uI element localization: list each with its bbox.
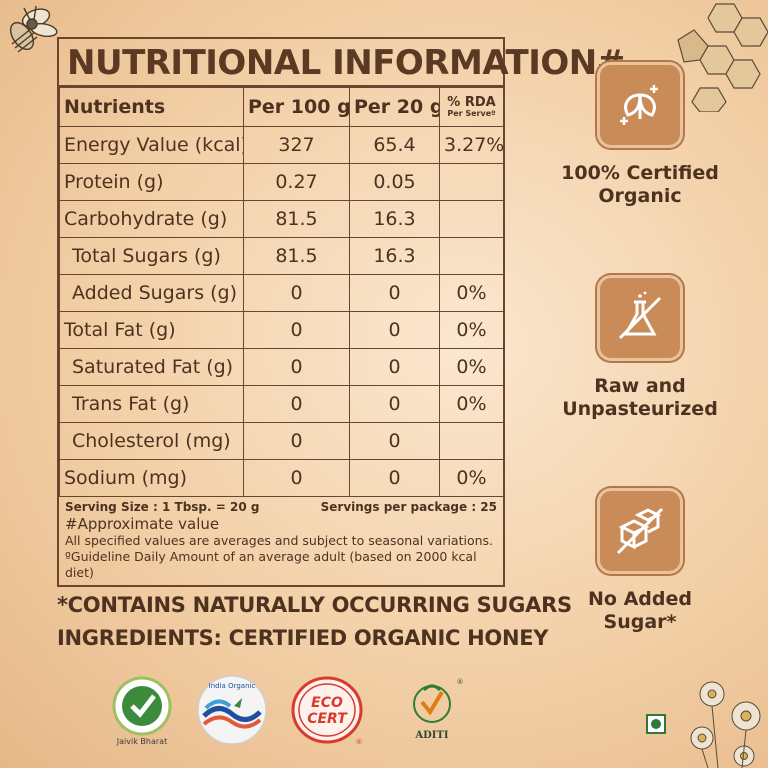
feature-organic: 100% Certified Organic (560, 62, 720, 208)
ecocert-logo: ECO CERT ® (291, 676, 363, 746)
feature-no-sugar-label: No Added Sugar* (588, 588, 692, 633)
nutrition-row: Sodium (mg) 0 0 0% (59, 459, 504, 497)
value-per-100g: 0.27 (243, 163, 350, 201)
value-rda: 0% (439, 385, 504, 423)
value-per-20g: 0 (349, 348, 440, 386)
nutrition-row: Trans Fat (g) 0 0 0% (59, 385, 504, 423)
header-rda: % RDA Per Serveº (439, 87, 504, 127)
value-rda (439, 422, 504, 460)
value-per-20g: 0 (349, 311, 440, 349)
value-per-100g: 81.5 (243, 200, 350, 238)
svg-text:®: ® (457, 678, 464, 686)
nutrition-title: NUTRITIONAL INFORMATION# (59, 39, 625, 87)
value-per-100g: 0 (243, 385, 350, 423)
value-per-100g: 0 (243, 348, 350, 386)
value-rda (439, 237, 504, 275)
honeycomb-illustration-icon (677, 3, 768, 112)
bee-illustration-icon (9, 5, 58, 53)
nutrient-name: Total Sugars (g) (59, 237, 244, 275)
feature-raw: Raw and Unpasteurized (560, 275, 720, 421)
value-per-20g: 0.05 (349, 163, 440, 201)
nutrition-row: Saturated Fat (g) 0 0 0% (59, 348, 504, 386)
value-per-20g: 16.3 (349, 200, 440, 238)
organic-leaf-icon (597, 62, 683, 148)
nutrient-name: Added Sugars (g) (59, 274, 244, 312)
nutrition-row: Cholesterol (mg) 0 0 (59, 422, 504, 460)
value-rda (439, 163, 504, 201)
header-per-20g: Per 20 g (349, 87, 440, 127)
jaivik-bharat-logo: Jaivik Bharat (112, 676, 172, 746)
approx-note: #Approximate value (65, 515, 220, 533)
nutrition-table: Nutrients Per 100 g Per 20 g % RDA Per S… (59, 87, 504, 497)
serving-info: Serving Size : 1 Tbsp. = 20 g Servings p… (65, 499, 497, 515)
value-per-100g: 0 (243, 274, 350, 312)
india-organic-logo: India Organic (197, 675, 267, 745)
nutrient-name: Total Fat (g) (59, 311, 244, 349)
averages-note: All specified values are averages and su… (65, 533, 494, 548)
svg-text:ECO: ECO (311, 695, 343, 711)
nutrient-name: Protein (g) (59, 163, 244, 201)
value-rda: 0% (439, 311, 504, 349)
feature-no-sugar: No Added Sugar* (560, 488, 720, 634)
value-per-100g: 327 (243, 126, 350, 164)
header-per-100g: Per 100 g (243, 87, 350, 127)
value-per-100g: 0 (243, 459, 350, 497)
aditi-logo: ADITI ® (413, 678, 464, 741)
value-rda: 0% (439, 459, 504, 497)
gda-note: ºGuideline Daily Amount of an average ad… (65, 549, 477, 580)
value-rda (439, 200, 504, 238)
nutrient-name: Energy Value (kcal) (59, 126, 244, 164)
nutrition-panel: NUTRITIONAL INFORMATION# Nutrients Per 1… (57, 37, 625, 587)
svg-text:ADITI: ADITI (414, 730, 449, 741)
value-per-20g: 0 (349, 459, 440, 497)
value-per-100g: 0 (243, 311, 350, 349)
value-per-20g: 0 (349, 385, 440, 423)
chamomile-flowers-illustration-icon (690, 681, 761, 768)
nutrition-footnotes: Serving Size : 1 Tbsp. = 20 g Servings p… (59, 497, 503, 585)
nutrient-name: Trans Fat (g) (59, 385, 244, 423)
certification-logos: Jaivik Bharat India Organic ECO CERT ® A… (104, 672, 476, 752)
ingredients-line: INGREDIENTS: CERTIFIED ORGANIC HONEY (57, 626, 549, 650)
value-per-100g: 81.5 (243, 237, 350, 275)
nutrition-row: Carbohydrate (g) 81.5 16.3 (59, 200, 504, 238)
value-rda: 0% (439, 348, 504, 386)
nutrient-name: Sodium (mg) (59, 459, 244, 497)
vegetarian-mark-icon (646, 714, 666, 734)
nutrition-row: Energy Value (kcal) 327 65.4 3.27% (59, 126, 504, 164)
value-per-20g: 65.4 (349, 126, 440, 164)
feature-raw-label: Raw and Unpasteurized (562, 375, 718, 420)
nutrient-name: Saturated Fat (g) (59, 348, 244, 386)
value-rda: 3.27% (439, 126, 504, 164)
nutrient-name: Cholesterol (mg) (59, 422, 244, 460)
header-nutrients: Nutrients (59, 87, 244, 127)
nutrition-header-row: Nutrients Per 100 g Per 20 g % RDA Per S… (59, 87, 504, 127)
value-per-20g: 0 (349, 422, 440, 460)
nutrient-name: Carbohydrate (g) (59, 200, 244, 238)
value-per-20g: 0 (349, 274, 440, 312)
no-sugar-cubes-icon (597, 488, 683, 574)
nutrition-row: Total Sugars (g) 81.5 16.3 (59, 237, 504, 275)
feature-organic-label: 100% Certified Organic (561, 162, 719, 207)
servings-per-package: Servings per package : 25 (320, 500, 497, 514)
svg-text:CERT: CERT (307, 711, 348, 727)
svg-text:India Organic: India Organic (209, 682, 256, 690)
header-rda-label: % RDA (447, 95, 496, 110)
svg-text:®: ® (356, 738, 363, 746)
header-rda-sub: Per Serveº (447, 109, 496, 118)
serving-size: Serving Size : 1 Tbsp. = 20 g (65, 500, 260, 514)
value-per-20g: 16.3 (349, 237, 440, 275)
value-per-100g: 0 (243, 422, 350, 460)
no-flask-icon (597, 275, 683, 361)
nutrition-row: Total Fat (g) 0 0 0% (59, 311, 504, 349)
value-rda: 0% (439, 274, 504, 312)
svg-text:Jaivik Bharat: Jaivik Bharat (116, 737, 167, 746)
nutrition-row: Protein (g) 0.27 0.05 (59, 163, 504, 201)
nutrition-row: Added Sugars (g) 0 0 0% (59, 274, 504, 312)
natural-sugars-claim: *CONTAINS NATURALLY OCCURRING SUGARS (57, 593, 572, 617)
